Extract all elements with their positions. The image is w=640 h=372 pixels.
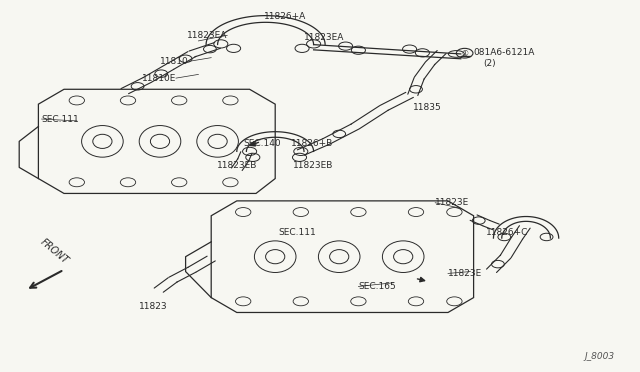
Text: 11823EB: 11823EB (293, 161, 334, 170)
Text: 11823EA: 11823EA (304, 33, 344, 42)
Text: SEC.165: SEC.165 (358, 282, 396, 291)
Text: 11810: 11810 (160, 57, 189, 66)
Text: J_8003: J_8003 (584, 352, 614, 361)
Text: (2): (2) (483, 60, 496, 68)
Text: 11810E: 11810E (141, 74, 176, 83)
Text: 11835: 11835 (413, 103, 442, 112)
Text: SEC.111: SEC.111 (278, 228, 316, 237)
Text: 11826+C: 11826+C (486, 228, 529, 237)
Text: 11823: 11823 (140, 302, 168, 311)
Text: 11823E: 11823E (448, 269, 483, 278)
Text: 11823EB: 11823EB (216, 161, 257, 170)
Text: 11826+B: 11826+B (291, 139, 333, 148)
Text: 081A6-6121A: 081A6-6121A (474, 48, 535, 57)
Text: 11826+A: 11826+A (264, 12, 306, 21)
Text: SEC.140: SEC.140 (243, 139, 281, 148)
Text: FRONT: FRONT (38, 237, 70, 266)
Text: 11823EA: 11823EA (187, 31, 227, 40)
Text: 11823E: 11823E (435, 198, 470, 207)
Text: ①: ① (461, 49, 468, 58)
Text: SEC.111: SEC.111 (42, 115, 79, 124)
